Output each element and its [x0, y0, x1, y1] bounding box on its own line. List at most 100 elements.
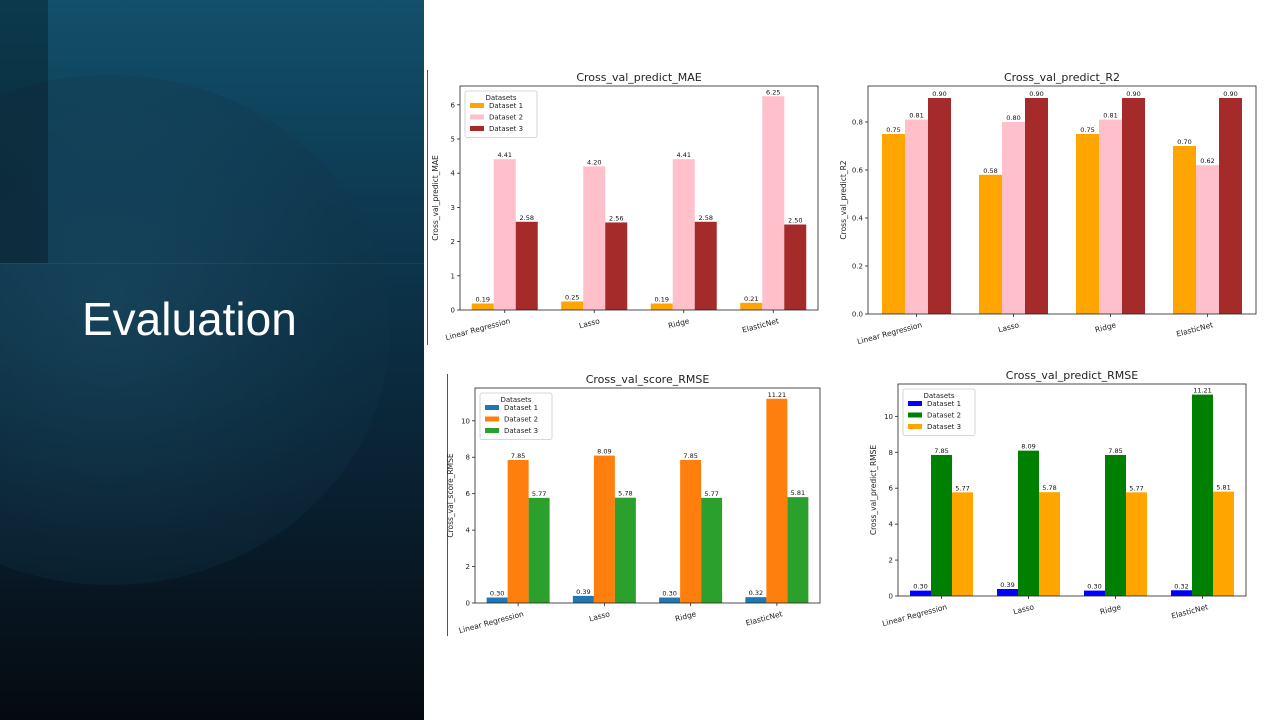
legend-box — [464, 90, 538, 138]
bar — [1002, 122, 1025, 314]
legend-label: Dataset 2 — [927, 412, 961, 420]
legend-swatch — [485, 405, 499, 410]
bar — [672, 159, 695, 310]
bar-value-label: 0.30 — [913, 583, 927, 591]
bar — [572, 595, 594, 603]
bar — [1105, 454, 1126, 596]
bar-value-label: 0.19 — [655, 296, 669, 304]
bar — [561, 301, 584, 310]
bar — [882, 134, 905, 314]
chart-title: Cross_val_score_RMSE — [586, 374, 710, 386]
bar — [614, 497, 636, 603]
y-axis-label: Cross_val_predict_R2 — [839, 160, 848, 239]
bar-value-label: 0.39 — [576, 588, 590, 596]
legend-title: Datasets — [485, 94, 516, 102]
cv-predict-rmse-chart: Cross_val_predict_RMSE Cross_val_predict_… — [869, 369, 1247, 628]
y-tick-label: 8 — [889, 449, 893, 457]
y-tick-label: 10 — [461, 417, 470, 425]
y-tick-label: 2 — [466, 563, 470, 571]
bar-value-label: 0.90 — [1029, 90, 1043, 98]
y-tick-label: 8 — [466, 454, 470, 462]
x-tick-label: Lasso — [1012, 602, 1035, 616]
bar — [910, 590, 931, 596]
bar-value-label: 4.41 — [677, 151, 691, 159]
bar-value-label: 0.75 — [1080, 126, 1094, 134]
bar-value-label: 6.25 — [766, 88, 780, 96]
plot-frame — [474, 387, 821, 604]
bar — [583, 166, 606, 310]
bar — [1126, 492, 1147, 596]
plot-frame — [897, 383, 1247, 597]
y-tick-label: 4 — [466, 527, 471, 535]
bar — [701, 497, 723, 603]
y-tick-label: 0 — [466, 600, 470, 608]
bar — [659, 597, 681, 603]
bar-value-label: 2.50 — [788, 217, 802, 225]
x-tick-label: Linear Regression — [458, 609, 525, 635]
y-tick-label: 2 — [889, 557, 893, 565]
bar — [787, 497, 809, 603]
bar-value-label: 4.20 — [587, 158, 601, 166]
bar-value-label: 5.77 — [1129, 484, 1143, 492]
y-tick-label: 0 — [451, 307, 455, 315]
bar-value-label: 0.30 — [1087, 583, 1101, 591]
cv-score-rmse-chart: Cross_val_score_RMSE Cross_val_score_RMSE… — [446, 374, 821, 635]
chart-title: Cross_val_predict_R2 — [1004, 71, 1120, 84]
x-tick-label: Lasso — [997, 320, 1020, 334]
title-panel: Evaluation — [0, 0, 424, 720]
y-tick-label: 5 — [451, 136, 455, 144]
x-tick-label: ElasticNet — [1175, 320, 1214, 338]
bar-value-label: 7.85 — [511, 452, 525, 460]
legend-swatch — [485, 416, 499, 422]
x-tick-label: Linear Regression — [881, 602, 948, 628]
bar — [1018, 450, 1039, 596]
bar-value-label: 5.78 — [1042, 484, 1056, 492]
bar-value-label: 11.21 — [1193, 387, 1212, 395]
legend-label: Dataset 3 — [927, 423, 961, 431]
bar — [605, 222, 628, 310]
bar — [471, 303, 494, 310]
bar-value-label: 7.85 — [1108, 447, 1122, 455]
bar-value-label: 0.32 — [749, 589, 763, 597]
y-tick-label: 1 — [451, 272, 455, 280]
x-tick-label: Linear Regression — [856, 320, 923, 346]
mae-chart: Cross_val_predict_MAE Cross_val_predict_M… — [431, 71, 819, 342]
legend-swatch — [470, 126, 484, 131]
y-tick-label: 2 — [451, 238, 455, 246]
bar — [493, 159, 516, 310]
bar-value-label: 0.30 — [490, 590, 504, 598]
decorative-stripe — [0, 0, 48, 263]
bar — [931, 454, 952, 596]
bar-value-label: 7.85 — [683, 452, 697, 460]
bar — [593, 455, 615, 603]
bar-value-label: 5.81 — [1216, 484, 1230, 492]
y-tick-label: 3 — [451, 204, 455, 212]
bar — [486, 597, 508, 603]
bar — [507, 459, 529, 603]
legend-label: Dataset 1 — [927, 400, 961, 408]
legend-box — [479, 392, 553, 440]
y-tick-label: 0.8 — [852, 119, 863, 127]
bar-value-label: 0.81 — [1103, 112, 1117, 120]
bar-value-label: 0.90 — [1126, 90, 1140, 98]
bar — [784, 224, 807, 310]
y-tick-label: 0.0 — [852, 311, 863, 319]
legend-label: Dataset 3 — [504, 427, 538, 435]
plot-frame — [459, 85, 819, 311]
separator-line — [447, 374, 448, 636]
bar — [762, 96, 785, 310]
bar — [1171, 590, 1192, 596]
bar-value-label: 0.81 — [909, 112, 923, 120]
bar-value-label: 0.70 — [1177, 138, 1191, 146]
bar-value-label: 2.58 — [699, 214, 713, 222]
x-tick-label: Ridge — [1094, 320, 1117, 334]
legend-swatch — [908, 424, 922, 429]
y-axis-label: Cross_val_predict_RMSE — [869, 445, 878, 536]
y-tick-label: 0.6 — [852, 167, 864, 175]
bar-value-label: 0.39 — [1000, 581, 1014, 589]
y-tick-label: 4 — [889, 521, 894, 529]
bar — [766, 398, 788, 603]
bar-value-label: 0.80 — [1006, 114, 1020, 122]
x-tick-label: Ridge — [667, 316, 690, 330]
x-tick-label: Ridge — [674, 609, 697, 623]
